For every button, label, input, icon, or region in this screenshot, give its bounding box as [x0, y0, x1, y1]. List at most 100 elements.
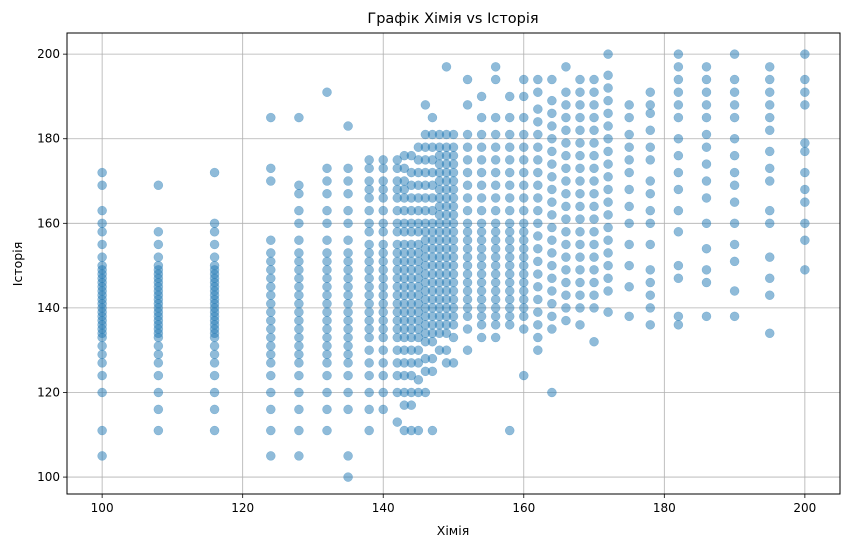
data-point [504, 167, 515, 178]
data-point [701, 265, 712, 275]
data-point [343, 315, 353, 326]
data-point [448, 260, 459, 271]
data-point [575, 188, 585, 199]
data-point [343, 176, 353, 186]
data-point [547, 260, 557, 271]
data-point [504, 129, 515, 140]
data-point [519, 269, 529, 279]
data-point [294, 341, 304, 351]
data-point [343, 298, 353, 309]
data-point [266, 332, 276, 343]
data-point [266, 290, 276, 300]
data-point [378, 239, 388, 250]
data-point [575, 74, 585, 85]
data-point [575, 125, 585, 136]
data-point [645, 155, 656, 165]
data-point [343, 205, 353, 216]
data-point [764, 176, 775, 186]
data-point [266, 349, 276, 360]
data-point [645, 142, 656, 152]
data-point [378, 345, 388, 355]
data-point [764, 290, 775, 300]
data-point [462, 345, 473, 355]
data-point [800, 138, 810, 148]
data-point [624, 100, 634, 110]
data-point [490, 129, 501, 140]
data-point [624, 112, 634, 123]
data-point [476, 91, 487, 102]
data-point [561, 112, 571, 123]
data-point [266, 358, 276, 368]
data-point [624, 184, 634, 195]
data-point [97, 239, 107, 250]
data-point [294, 387, 304, 398]
data-point [364, 387, 374, 398]
data-point [266, 256, 276, 267]
data-point [673, 311, 684, 322]
data-point [519, 193, 529, 203]
data-point [153, 260, 164, 271]
x-axis-label: Хімія [437, 523, 469, 538]
data-point [547, 324, 557, 334]
data-point [476, 286, 487, 296]
data-point [476, 205, 487, 216]
data-point [462, 277, 473, 288]
data-point [476, 303, 487, 313]
data-point [729, 311, 740, 322]
data-point [490, 62, 501, 72]
data-point [490, 320, 501, 330]
data-point [561, 239, 571, 250]
data-point [490, 260, 501, 271]
data-point [504, 294, 515, 305]
data-point [575, 320, 585, 330]
data-point [764, 112, 775, 123]
data-point [462, 180, 473, 191]
data-point [645, 303, 656, 313]
data-point [490, 269, 501, 279]
data-point [533, 218, 543, 229]
data-point [701, 74, 712, 85]
data-point [645, 265, 656, 275]
data-points [97, 49, 810, 482]
data-point [378, 256, 388, 267]
data-point [504, 320, 515, 330]
x-tick-label: 160 [512, 501, 535, 515]
data-point [343, 387, 353, 398]
data-point [378, 307, 388, 317]
data-point [645, 125, 656, 136]
data-point [343, 163, 353, 174]
y-tick-label: 120 [37, 385, 60, 399]
data-point [322, 349, 332, 360]
data-point [448, 269, 459, 279]
data-point [97, 180, 107, 191]
data-point [603, 260, 613, 271]
data-point [701, 277, 712, 288]
data-point [322, 387, 332, 398]
y-axis-label: Історія [10, 242, 25, 286]
y-tick-label: 180 [37, 132, 60, 146]
data-point [547, 172, 557, 182]
data-point [490, 332, 501, 343]
data-point [343, 332, 353, 343]
data-point [624, 201, 634, 212]
data-point [547, 74, 557, 85]
data-point [462, 269, 473, 279]
data-point [322, 235, 332, 245]
y-tick-label: 160 [37, 216, 60, 230]
data-point [603, 184, 613, 195]
data-point [533, 167, 543, 178]
data-point [266, 425, 276, 436]
data-point [575, 112, 585, 123]
data-point [519, 142, 529, 152]
y-tick-label: 200 [37, 47, 60, 61]
data-point [448, 227, 459, 237]
data-point [364, 298, 374, 309]
data-point [729, 239, 740, 250]
data-point [476, 112, 487, 123]
data-point [294, 235, 304, 245]
data-point [603, 273, 613, 284]
data-point [343, 324, 353, 334]
data-point [490, 235, 501, 245]
data-point [448, 252, 459, 262]
